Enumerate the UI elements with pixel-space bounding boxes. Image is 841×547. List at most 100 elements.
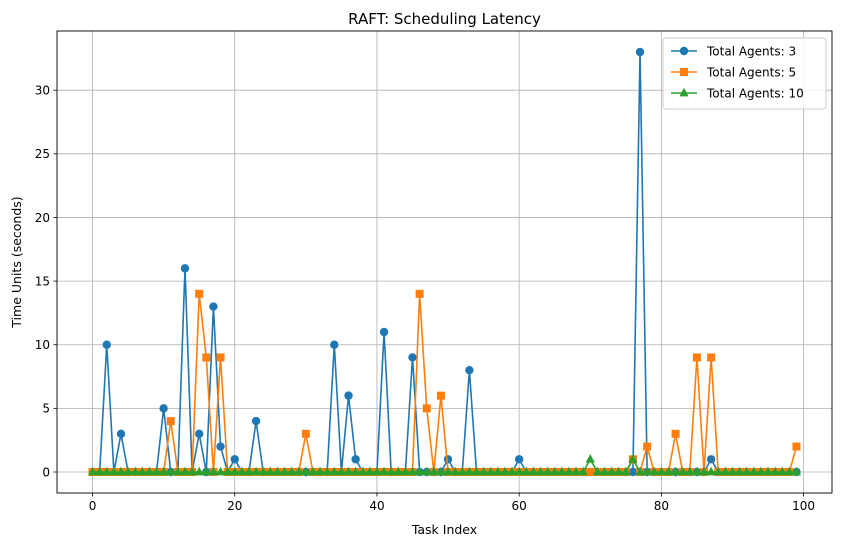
y-tick-label: 0 <box>42 465 50 479</box>
data-point <box>315 466 325 476</box>
data-point <box>599 466 610 476</box>
y-tick-label: 10 <box>35 338 50 352</box>
data-point <box>471 466 482 476</box>
data-point <box>265 466 275 476</box>
x-tick-label: 80 <box>654 499 669 513</box>
data-point <box>251 416 261 426</box>
data-point <box>301 429 310 438</box>
data-point <box>685 466 695 476</box>
data-point <box>671 429 680 438</box>
data-point <box>365 466 375 476</box>
data-point <box>215 466 226 476</box>
data-point <box>678 466 688 476</box>
y-tick-label: 20 <box>35 211 50 225</box>
data-point <box>571 466 581 476</box>
data-point <box>521 466 531 476</box>
data-point <box>308 466 318 476</box>
legend: Total Agents: 3 Total Agents: 5 Total Agen… <box>662 37 827 110</box>
series-layer <box>87 47 802 477</box>
plot-area-frame <box>56 30 833 494</box>
data-point <box>272 466 283 476</box>
data-point <box>784 466 794 476</box>
data-point <box>770 466 780 476</box>
data-point <box>550 466 560 476</box>
series-3 <box>87 454 802 476</box>
data-point <box>102 466 112 476</box>
data-point <box>699 466 709 476</box>
legend-marker <box>679 46 689 56</box>
data-point <box>144 466 155 476</box>
legend-label: Total Agents: 5 <box>706 65 796 79</box>
data-point <box>408 353 417 362</box>
data-point <box>706 455 716 464</box>
data-point <box>151 466 162 476</box>
data-point <box>479 466 489 476</box>
data-point <box>415 289 424 298</box>
data-point <box>195 429 204 439</box>
data-point <box>777 466 787 476</box>
data-point <box>542 466 553 476</box>
data-point <box>707 353 716 362</box>
data-point <box>493 466 503 476</box>
data-point <box>642 466 652 476</box>
data-point <box>500 466 510 476</box>
data-point <box>294 466 304 476</box>
x-tick-label: 60 <box>512 499 527 513</box>
data-point <box>528 466 538 476</box>
data-point <box>436 466 446 476</box>
y-tick-label: 25 <box>35 147 50 161</box>
data-point <box>557 466 567 476</box>
data-point <box>670 466 681 476</box>
legend-box <box>662 37 827 110</box>
data-point <box>749 466 759 476</box>
data-point <box>564 466 574 476</box>
series-line <box>92 293 798 473</box>
data-point <box>244 466 254 476</box>
data-point <box>251 466 261 476</box>
data-point <box>358 466 368 476</box>
data-point <box>287 466 297 476</box>
data-point <box>727 466 738 476</box>
data-point <box>258 466 268 476</box>
data-point <box>720 466 730 476</box>
data-point <box>643 442 652 451</box>
data-point <box>443 466 453 476</box>
y-tick-label: 5 <box>42 402 50 416</box>
data-point <box>322 466 332 476</box>
data-point <box>592 466 602 476</box>
data-point <box>336 466 347 476</box>
data-point <box>635 47 645 57</box>
x-axis-ticks: 0 20 40 60 80 100 <box>89 493 815 513</box>
x-tick-label: 100 <box>792 499 815 513</box>
data-point <box>415 466 425 476</box>
data-point <box>422 404 431 413</box>
data-point <box>123 466 133 476</box>
data-point <box>586 468 595 476</box>
data-point <box>535 466 546 476</box>
data-point <box>656 466 666 476</box>
data-point <box>606 466 617 476</box>
data-point <box>386 466 396 476</box>
data-point <box>407 466 418 476</box>
data-point <box>429 466 439 476</box>
y-tick-label: 30 <box>35 83 50 97</box>
legend-label: Total Agents: 3 <box>706 44 796 58</box>
data-point <box>465 365 474 375</box>
data-point <box>279 466 290 476</box>
legend-marker <box>679 87 689 97</box>
data-point <box>514 455 524 464</box>
data-point <box>763 466 773 476</box>
data-point <box>649 466 659 476</box>
x-tick-label: 0 <box>89 499 97 513</box>
data-point <box>187 466 197 476</box>
y-tick-label: 15 <box>35 274 50 288</box>
data-point <box>422 466 432 476</box>
data-point <box>216 353 225 362</box>
data-point <box>201 466 211 476</box>
data-point <box>95 466 105 476</box>
data-point <box>180 264 190 273</box>
data-point <box>230 466 240 476</box>
data-point <box>351 466 361 476</box>
data-point <box>116 466 126 476</box>
